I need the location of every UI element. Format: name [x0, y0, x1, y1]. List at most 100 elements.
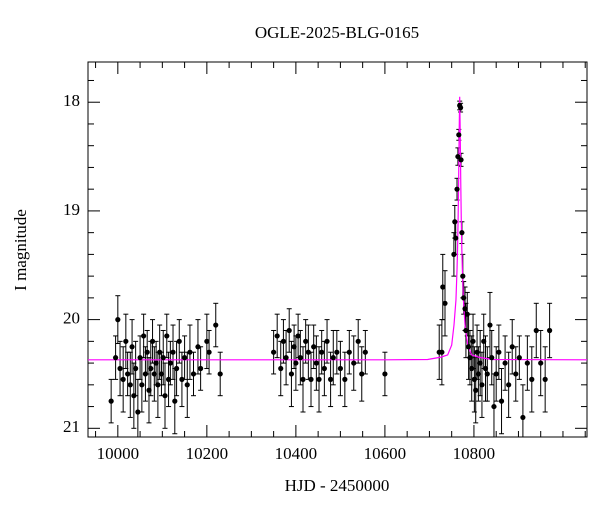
data-point: [382, 371, 388, 377]
data-point: [461, 295, 467, 301]
data-point: [300, 376, 306, 382]
data-point: [491, 403, 497, 410]
data-point: [313, 360, 319, 366]
data-point: [542, 376, 548, 382]
data-point: [359, 371, 365, 377]
data-point: [502, 360, 508, 366]
data-point: [303, 338, 309, 344]
data-point: [112, 355, 119, 361]
data-point: [291, 344, 297, 350]
data-point: [160, 355, 166, 361]
data-point: [453, 235, 459, 241]
data-point: [135, 409, 141, 415]
data-point: [484, 371, 490, 377]
data-point: [176, 338, 182, 344]
data-point: [311, 344, 317, 350]
data-point: [278, 365, 284, 372]
data-point: [283, 355, 289, 361]
data-point: [137, 355, 143, 361]
data-point: [187, 349, 193, 355]
data-point: [158, 371, 165, 377]
data-point: [167, 360, 173, 366]
data-point: [334, 349, 340, 355]
y-tick-label: 18: [63, 91, 80, 110]
data-point: [479, 382, 485, 388]
data-point: [462, 306, 468, 312]
data-point: [155, 382, 161, 388]
data-point: [190, 371, 197, 377]
data-point: [271, 349, 277, 355]
data-point: [117, 365, 123, 372]
data-point: [293, 360, 299, 366]
data-point: [457, 105, 464, 111]
data-point: [165, 376, 172, 382]
data-point: [520, 414, 526, 421]
data-point: [120, 376, 126, 382]
data-point: [473, 387, 479, 393]
y-tick-label: 19: [63, 200, 80, 219]
data-point: [133, 365, 139, 372]
data-point: [319, 349, 325, 355]
data-point: [141, 333, 147, 339]
data-point: [131, 393, 137, 399]
data-point: [482, 365, 489, 372]
data-point: [324, 338, 330, 344]
data-point: [454, 186, 460, 192]
model-curve: [88, 96, 587, 361]
data-point: [305, 349, 311, 355]
data-point: [288, 371, 295, 377]
data-point: [321, 365, 327, 372]
data-point: [506, 382, 512, 388]
data-point: [342, 376, 348, 382]
y-axis-title: I magnitude: [11, 209, 30, 291]
data-point: [217, 371, 223, 377]
data-point: [337, 365, 343, 372]
data-point: [460, 273, 466, 279]
data-point: [452, 219, 458, 225]
data-point: [206, 349, 212, 355]
data-point: [153, 360, 159, 366]
data-point: [439, 349, 445, 355]
data-point: [442, 300, 448, 306]
data-point: [286, 327, 292, 334]
data-point: [157, 349, 163, 355]
data-point: [524, 360, 530, 366]
data-point: [198, 365, 204, 372]
chart-title: OGLE-2025-BLG-0165: [255, 23, 419, 42]
data-point: [513, 371, 519, 377]
data-point: [538, 360, 544, 366]
x-tick-label: 10200: [186, 444, 229, 463]
data-point: [115, 317, 121, 323]
data-point: [481, 338, 487, 344]
data-point: [274, 333, 280, 339]
data-point: [139, 382, 145, 388]
data-point: [346, 349, 352, 355]
data-point: [474, 349, 480, 355]
data-point: [362, 349, 368, 355]
data-point: [455, 153, 461, 160]
data-point: [179, 376, 185, 382]
data-point: [213, 322, 219, 328]
data-point: [440, 284, 446, 290]
data-point: [465, 344, 472, 350]
data-point: [470, 338, 476, 344]
data-point: [516, 355, 522, 361]
data-point: [533, 327, 539, 334]
y-tick-label: 20: [63, 309, 80, 328]
data-point: [451, 251, 457, 257]
data-point: [475, 371, 481, 377]
data-point: [149, 338, 156, 344]
x-tick-label: 10400: [275, 444, 318, 463]
data-point: [328, 376, 334, 382]
data-point: [459, 230, 465, 236]
x-axis-title: HJD - 2450000: [285, 476, 390, 495]
data-point: [297, 355, 303, 361]
data-point: [195, 344, 201, 350]
data-point: [280, 338, 287, 344]
data-point: [464, 311, 470, 317]
data-point: [148, 365, 154, 372]
data-point: [458, 157, 464, 163]
data-point: [151, 371, 157, 377]
x-tick-label: 10800: [453, 444, 496, 463]
data-point: [170, 349, 176, 355]
